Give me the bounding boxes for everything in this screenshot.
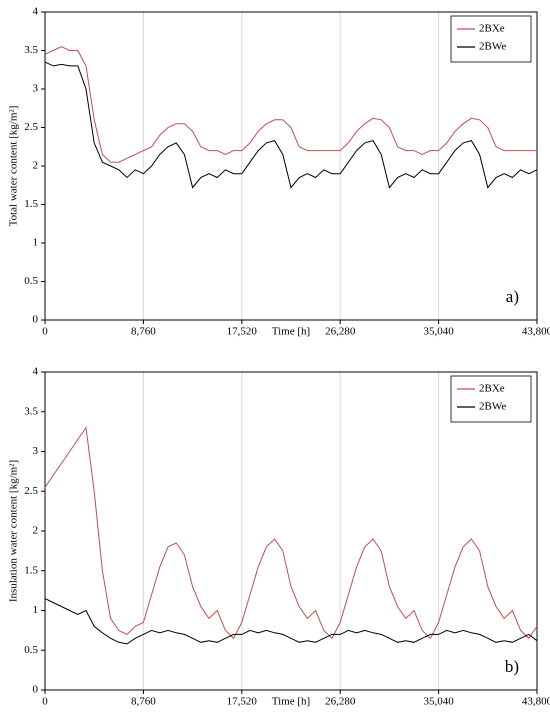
- series-line: [44, 598, 538, 645]
- legend-label: 2BWe: [479, 401, 506, 413]
- x-tick-label: 8,760: [131, 696, 156, 708]
- legend-label: 2BWe: [479, 41, 506, 53]
- y-tick-label: 4: [33, 366, 39, 378]
- y-tick-label: 3.5: [24, 405, 38, 417]
- y-tick-label: 4: [33, 6, 39, 18]
- x-tick-label: 8,760: [131, 326, 156, 338]
- legend-label: 2BXe: [479, 23, 505, 35]
- legend-box: [450, 375, 532, 423]
- x-axis-label: Time [h]: [272, 696, 310, 708]
- x-tick-label: 26,280: [325, 326, 356, 338]
- plot-frame: [44, 371, 538, 691]
- y-tick-label: 1.5: [24, 198, 38, 210]
- series-line: [44, 61, 538, 189]
- x-tick-label: 0: [42, 696, 48, 708]
- legend-box: [450, 15, 532, 63]
- x-tick-label: 35,040: [423, 326, 454, 338]
- y-tick-label: 1.5: [24, 564, 38, 576]
- x-tick-label: 0: [42, 326, 48, 338]
- y-tick-label: 0.5: [24, 644, 38, 656]
- y-tick-label: 2.5: [24, 121, 38, 133]
- series-line: [44, 46, 537, 163]
- y-tick-label: 2: [33, 160, 39, 172]
- series-line: [44, 426, 538, 640]
- annotation: b): [505, 657, 519, 676]
- y-tick-label: 3: [33, 445, 39, 457]
- x-tick-label: 35,040: [423, 696, 454, 708]
- annotation: a): [506, 287, 519, 306]
- x-axis-label: Time [h]: [272, 326, 310, 338]
- y-tick-label: 2: [33, 525, 39, 537]
- y-tick-label: 3.5: [24, 44, 38, 56]
- x-tick-label: 26,280: [325, 696, 356, 708]
- plot-frame: [44, 11, 538, 321]
- y-axis-label: Total water content [kg/m²]: [8, 106, 20, 227]
- y-tick-label: 1: [33, 237, 39, 249]
- y-axis-label: Insulation water content [kg/m²]: [8, 460, 20, 602]
- x-tick-label: 43,800: [522, 326, 550, 338]
- x-tick-label: 17,520: [227, 696, 258, 708]
- x-tick-label: 43,800: [522, 696, 550, 708]
- y-tick-label: 3: [33, 83, 39, 95]
- x-tick-label: 17,520: [227, 326, 258, 338]
- y-tick-label: 0.5: [24, 275, 38, 287]
- y-tick-label: 0: [33, 684, 39, 696]
- legend-label: 2BXe: [479, 383, 505, 395]
- y-tick-label: 2.5: [24, 485, 38, 497]
- y-tick-label: 1: [33, 604, 39, 616]
- y-tick-label: 0: [33, 314, 39, 326]
